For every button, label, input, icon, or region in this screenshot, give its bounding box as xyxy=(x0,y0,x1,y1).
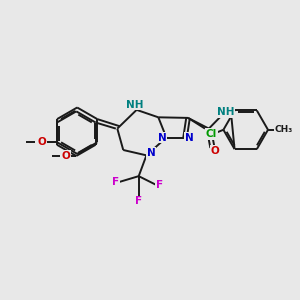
Text: O: O xyxy=(37,137,46,147)
Text: F: F xyxy=(112,177,119,187)
Text: CH₃: CH₃ xyxy=(275,125,293,134)
Text: F: F xyxy=(156,180,163,190)
Text: O: O xyxy=(62,151,70,161)
Text: N: N xyxy=(146,148,155,158)
Text: N: N xyxy=(158,133,166,142)
Text: NH: NH xyxy=(126,100,144,110)
Text: N: N xyxy=(185,133,194,142)
Text: O: O xyxy=(210,146,219,156)
Text: F: F xyxy=(135,196,142,206)
Text: Cl: Cl xyxy=(206,129,217,139)
Text: NH: NH xyxy=(217,107,235,117)
